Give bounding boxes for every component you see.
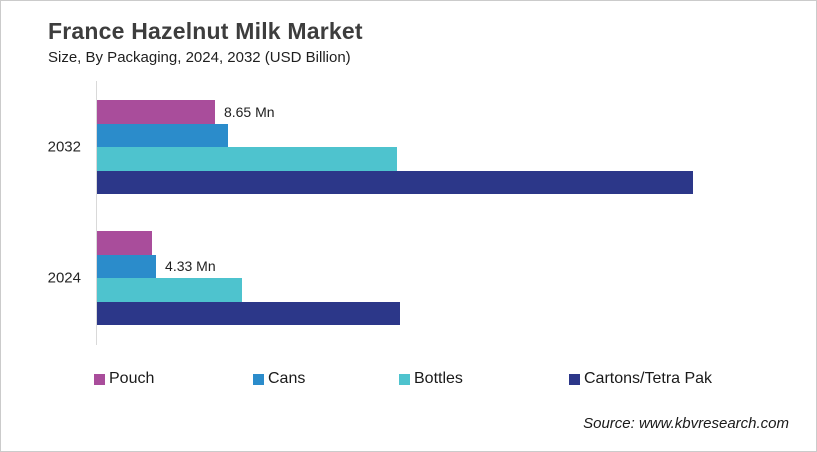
category-label-2032: 2032 xyxy=(47,138,81,156)
cans-swatch-icon xyxy=(253,373,264,385)
pouch-swatch-icon xyxy=(94,373,105,385)
chart-subtitle: Size, By Packaging, 2024, 2032 (USD Bill… xyxy=(48,49,351,66)
cartons-swatch-icon xyxy=(569,373,580,385)
bottles-swatch-icon xyxy=(399,373,410,385)
legend-label: Cartons/Tetra Pak xyxy=(584,370,713,387)
legend-item-cartons: Cartons/Tetra Pak xyxy=(569,367,712,391)
legend-label: Pouch xyxy=(109,370,155,387)
y-axis-line xyxy=(96,81,97,345)
value-label-2024-cans: 4.33 Mn xyxy=(165,258,216,275)
bar-2024-cans xyxy=(97,254,157,278)
legend-item-cans: Cans xyxy=(253,367,305,391)
bar-2032-pouch xyxy=(97,100,215,124)
chart-title: France Hazelnut Milk Market xyxy=(48,18,363,44)
value-label-2032-pouch: 8.65 Mn xyxy=(223,103,275,120)
bar-2024-cartons-tetra-pak xyxy=(97,301,400,325)
plot-area: 2032 2024 8.65 Mn 4.33 Mn xyxy=(48,81,797,345)
category-label-2024: 2024 xyxy=(47,269,81,287)
bar-2032-bottles xyxy=(97,147,398,171)
legend-item-bottles: Bottles xyxy=(399,367,463,391)
bar-2024-pouch xyxy=(97,231,152,255)
legend-label: Cans xyxy=(268,370,306,387)
bar-2024-bottles xyxy=(97,278,242,302)
legend-item-pouch: Pouch xyxy=(94,367,154,391)
legend-label: Bottles xyxy=(414,370,463,387)
bar-2032-cans xyxy=(97,123,228,147)
bar-2032-cartons-tetra-pak xyxy=(97,170,693,194)
legend: Pouch Cans Bottles Cartons/Tetra Pak xyxy=(1,367,817,391)
source-credit: Source: www.kbvresearch.com xyxy=(583,415,789,432)
